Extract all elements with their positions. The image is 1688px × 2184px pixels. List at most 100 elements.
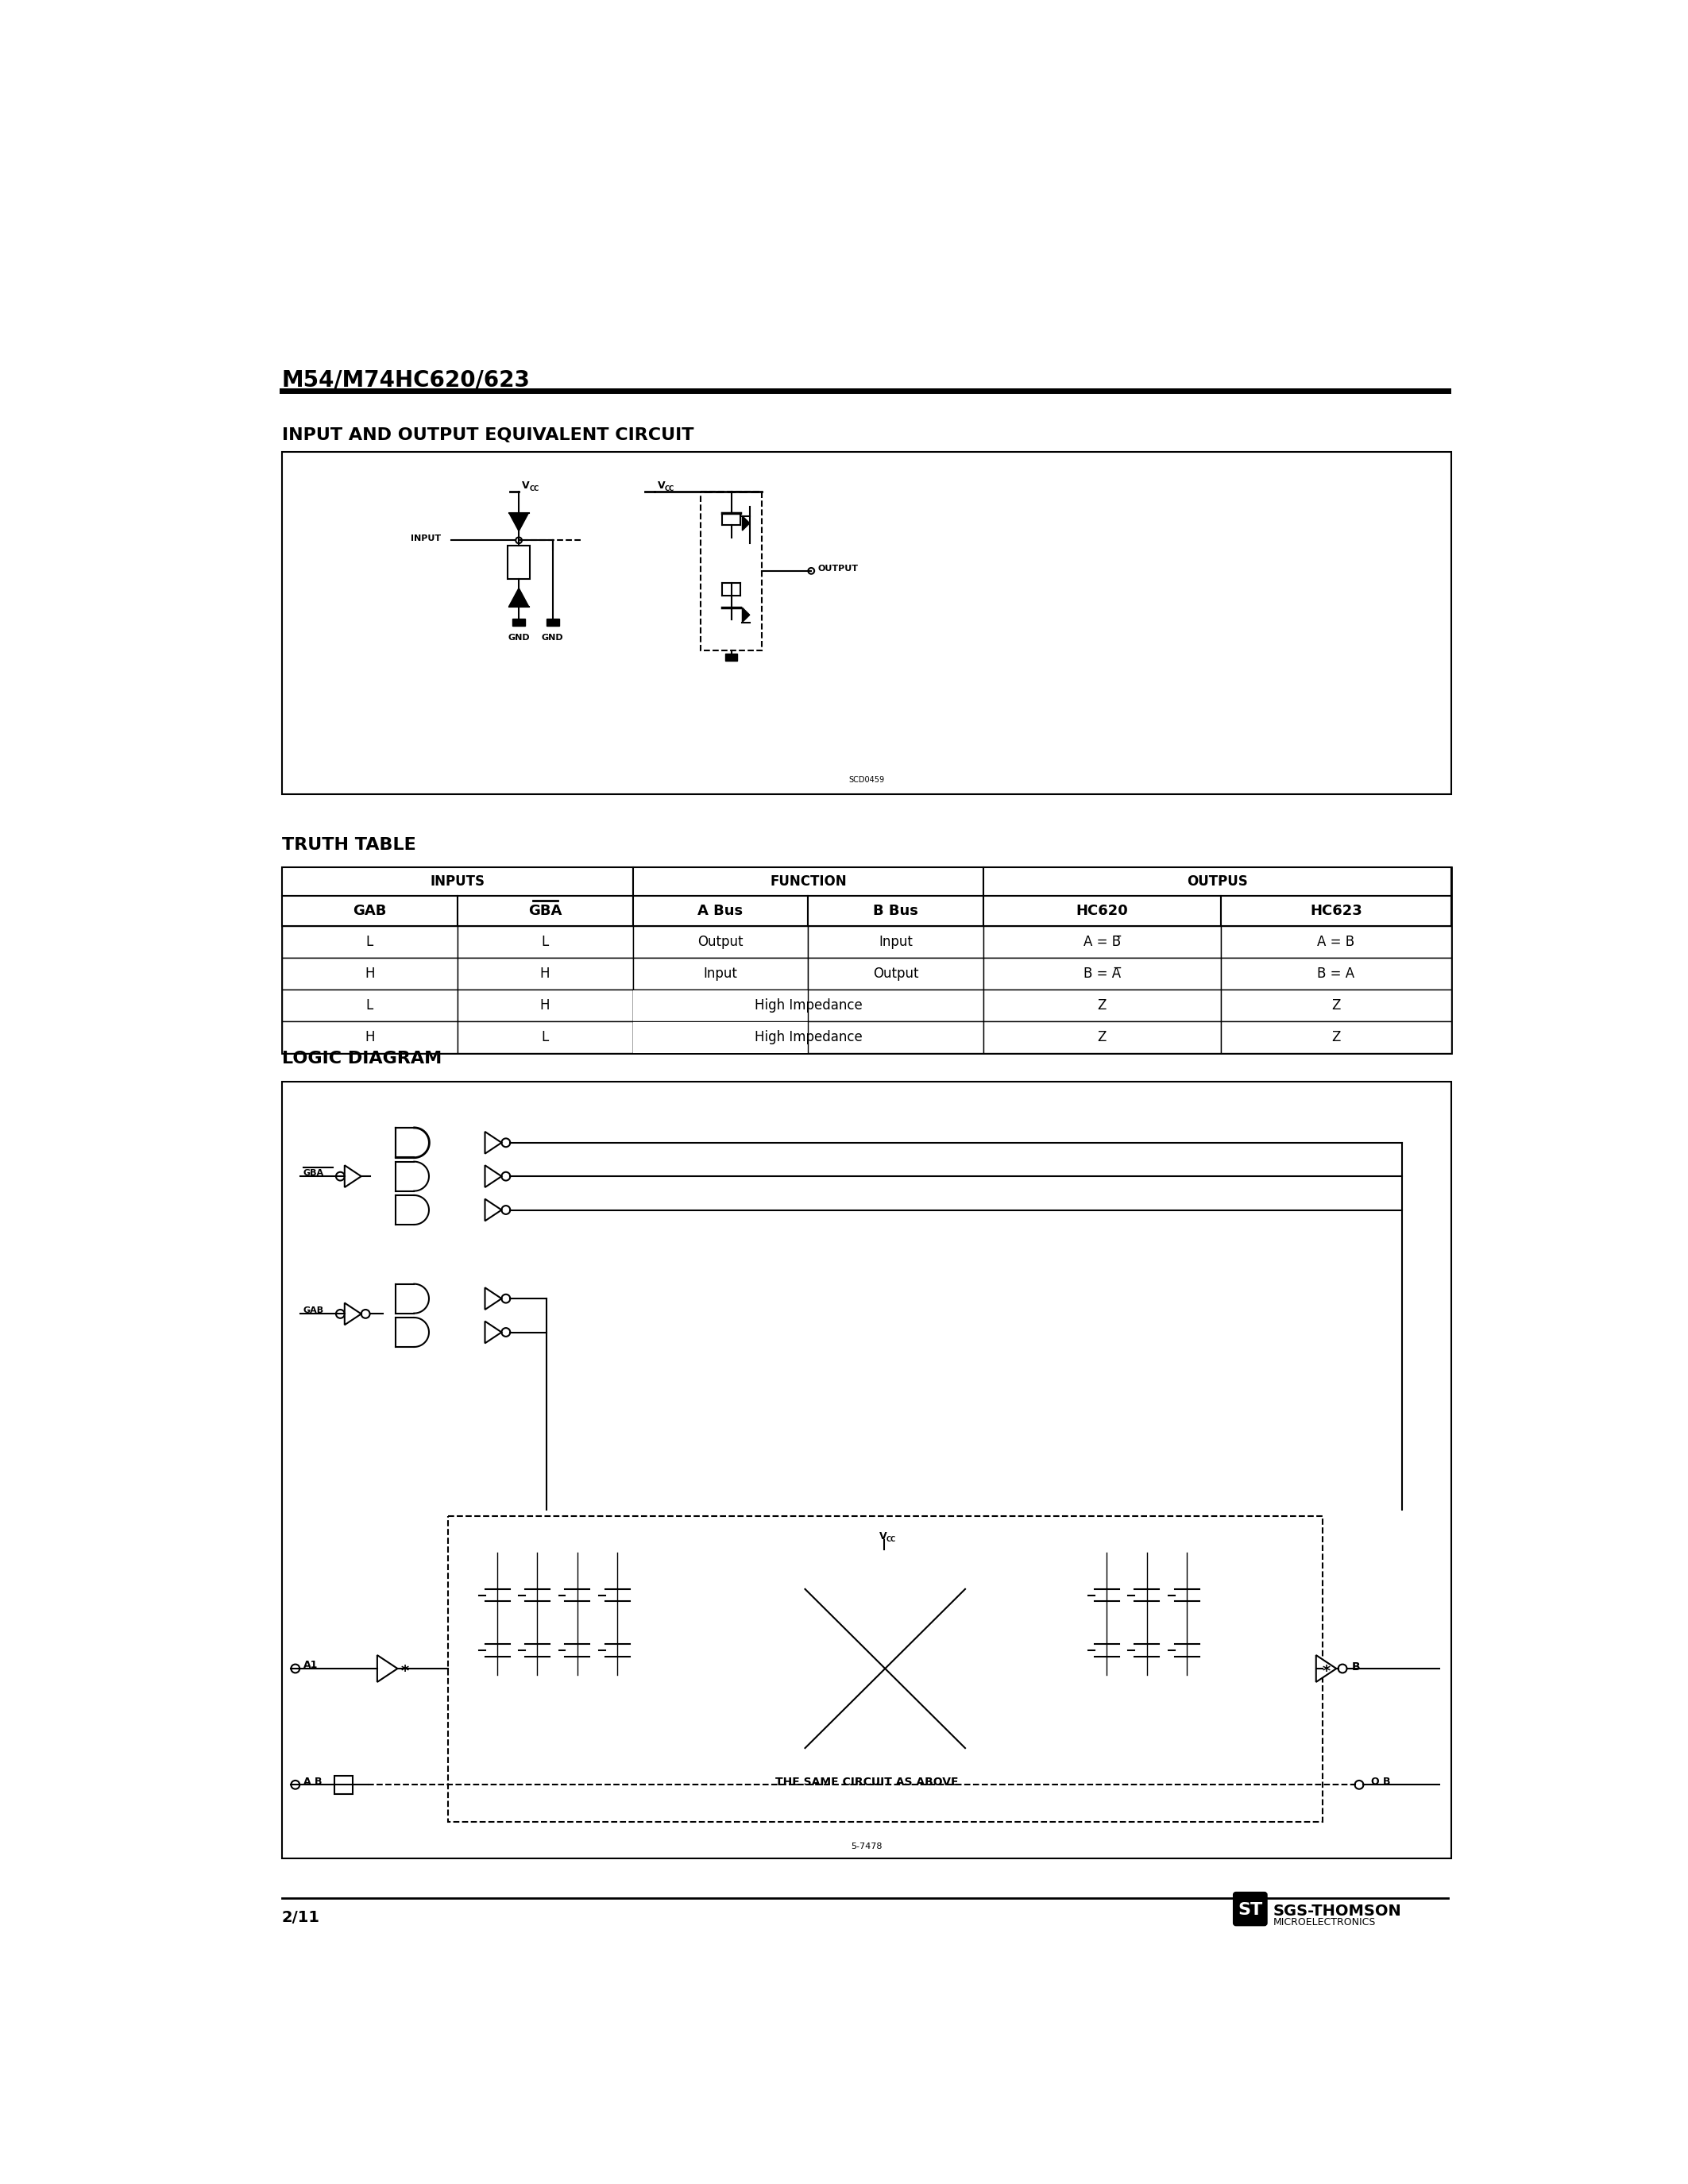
Bar [282,1081,1452,1859]
FancyBboxPatch shape [1234,1894,1266,1924]
Text: O B: O B [1371,1776,1391,1787]
Bar [809,926,984,959]
Text: H: H [365,1031,375,1044]
Polygon shape [344,1304,361,1326]
Bar [984,867,1452,895]
Bar [282,452,1452,795]
Polygon shape [376,1655,398,1682]
Bar [984,895,1220,926]
Text: H: H [540,998,550,1013]
Polygon shape [484,1321,501,1343]
Bar [1220,959,1452,989]
Bar [457,1022,633,1053]
Text: OUTPUS: OUTPUS [1187,874,1247,889]
Bar [282,926,457,959]
Text: 5-7478: 5-7478 [851,1843,883,1850]
Polygon shape [743,515,749,531]
Text: MICROELECTRONICS: MICROELECTRONICS [1273,1918,1376,1926]
Bar [809,895,984,926]
Bar [1220,926,1452,959]
Text: *: * [1322,1664,1330,1679]
Text: *: * [400,1664,408,1679]
Text: INPUT: INPUT [412,535,441,542]
Text: GAB: GAB [304,1306,324,1315]
Bar [633,895,809,926]
Polygon shape [344,1166,361,1188]
Polygon shape [510,513,528,531]
Bar [809,959,984,989]
Text: Z: Z [1332,1031,1340,1044]
Bar [633,1022,809,1053]
Text: GBA: GBA [528,904,562,917]
Text: HC623: HC623 [1310,904,1362,917]
Text: TRUTH TABLE: TRUTH TABLE [282,836,415,852]
Bar [633,867,984,895]
Bar [633,989,809,1022]
Polygon shape [1317,1655,1337,1682]
Text: B = A̅: B = A̅ [1084,968,1121,981]
Bar [282,1022,457,1053]
Text: V: V [879,1531,886,1542]
Bar [282,989,457,1022]
Bar [633,989,982,1020]
Text: INPUT AND OUTPUT EQUIVALENT CIRCUIT: INPUT AND OUTPUT EQUIVALENT CIRCUIT [282,428,694,443]
Bar [334,1776,353,1793]
Text: Output: Output [873,968,918,981]
Text: 2/11: 2/11 [282,1911,321,1926]
Bar [457,895,633,926]
Text: L: L [366,998,373,1013]
Text: GND: GND [542,633,564,642]
Polygon shape [484,1166,501,1188]
Bar [633,926,809,959]
Text: H: H [365,968,375,981]
Bar [1220,1022,1452,1053]
Text: B: B [1352,1662,1361,1673]
Bar [447,1516,1322,1821]
Text: GAB: GAB [353,904,387,917]
Text: GBA: GBA [304,1168,324,1177]
Bar [984,926,1220,959]
Text: THE SAME CIRCUIT AS ABOVE: THE SAME CIRCUIT AS ABOVE [775,1776,959,1787]
Text: A = B: A = B [1317,935,1355,950]
Bar [457,926,633,959]
Bar [809,989,984,1022]
Text: CC: CC [886,1535,896,1544]
Text: A = B̅: A = B̅ [1084,935,1121,950]
Text: M54/M74HC620/623: M54/M74HC620/623 [282,369,530,391]
Polygon shape [510,587,528,607]
Text: GND: GND [508,633,530,642]
Text: V: V [657,480,665,491]
Polygon shape [743,607,749,622]
Bar [547,618,559,627]
Bar [457,959,633,989]
Text: OUTPUT: OUTPUT [817,566,858,572]
Bar [984,989,1220,1022]
Text: L: L [542,1031,549,1044]
Text: Input: Input [704,968,738,981]
Text: A B: A B [304,1776,322,1787]
Text: H: H [540,968,550,981]
Text: CC: CC [665,485,675,491]
Polygon shape [484,1289,501,1310]
Text: SGS-THOMSON: SGS-THOMSON [1273,1904,1401,1920]
Text: A1: A1 [304,1660,317,1671]
Polygon shape [484,1199,501,1221]
Bar [809,1022,984,1053]
Bar [282,867,633,895]
Text: Z: Z [1332,998,1340,1013]
Bar [726,653,738,662]
Text: HC620: HC620 [1075,904,1128,917]
Bar [984,959,1220,989]
Text: Output: Output [697,935,743,950]
Text: High Impedance: High Impedance [755,1031,863,1044]
Text: High Impedance: High Impedance [755,998,863,1013]
Bar [282,959,457,989]
Text: A Bus: A Bus [697,904,743,917]
Text: Z: Z [1097,1031,1107,1044]
Bar [282,867,1452,1053]
Bar [701,491,761,651]
Text: B = A: B = A [1317,968,1355,981]
Bar [1220,989,1452,1022]
Bar [513,618,525,627]
Bar [457,989,633,1022]
